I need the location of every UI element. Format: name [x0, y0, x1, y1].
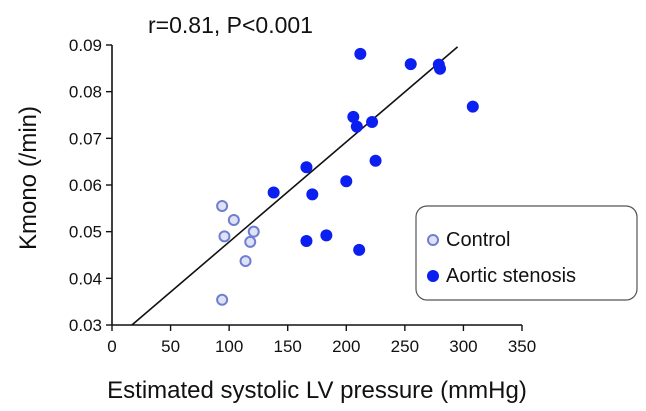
control-point	[239, 255, 252, 268]
y-tick-label: 0.09	[69, 36, 102, 55]
x-ticks: 0 50 100 150 200 250 300 350	[107, 325, 536, 356]
aortic-stenosis-point	[340, 175, 353, 188]
x-axis-title: Estimated systolic LV pressure (mmHg)	[107, 377, 527, 404]
control-point	[216, 200, 229, 212]
control-point	[227, 214, 240, 226]
y-axis-title: Kmono (/min)	[15, 106, 42, 250]
control-point	[247, 225, 260, 238]
y-tick-label: 0.05	[69, 223, 102, 242]
control-point	[218, 230, 231, 243]
aortic-stenosis-point	[354, 47, 367, 60]
aortic-stenosis-point	[306, 188, 319, 201]
x-tick-label: 0	[107, 337, 116, 356]
aortic-stenosis-point	[466, 100, 479, 113]
aortic-stenosis-point	[300, 161, 313, 174]
y-tick-label: 0.07	[69, 129, 102, 148]
x-tick-label: 100	[215, 337, 243, 356]
aortic-stenosis-point	[369, 154, 382, 167]
correlation-annotation: r=0.81, P<0.001	[148, 12, 313, 38]
x-tick-label: 350	[508, 337, 536, 356]
y-tick-label: 0.04	[69, 269, 102, 288]
aortic-stenosis-point	[366, 116, 379, 128]
legend-label-aortic-stenosis: Aortic stenosis	[446, 265, 576, 287]
x-tick-label: 250	[391, 337, 419, 356]
y-tick-label: 0.06	[69, 176, 102, 195]
plot-area: 0 50 100 150 200 250 300 350 0.030.040.050.060.…	[69, 36, 536, 356]
x-tick-label: 150	[274, 337, 302, 356]
aortic-stenosis-point	[347, 110, 360, 123]
y-ticks: 0.03 0.04 0.05 0.06 0.07 0.08 0.09	[69, 36, 112, 335]
data-points	[216, 47, 479, 306]
x-tick-label: 200	[332, 337, 360, 356]
legend-box	[415, 205, 638, 301]
y-tick-label: 0.08	[69, 83, 102, 102]
legend-marker-control	[427, 234, 439, 246]
control-point	[244, 235, 257, 248]
control-point	[216, 293, 229, 306]
aortic-stenosis-point	[300, 235, 313, 247]
aortic-stenosis-point	[267, 186, 280, 199]
aortic-stenosis-point	[320, 229, 333, 242]
aortic-stenosis-point	[350, 120, 363, 133]
aortic-stenosis-point	[353, 243, 366, 256]
legend-label-control: Control	[446, 229, 510, 251]
x-tick-label: 300	[449, 337, 477, 356]
regression-line	[131, 46, 459, 326]
aortic-stenosis-point	[404, 58, 417, 71]
x-tick-label: 50	[161, 337, 180, 356]
y-tick-label: 0.03	[69, 316, 102, 335]
legend-marker-aortic-stenosis	[427, 270, 439, 282]
legend: Control Aortic stenosis	[415, 205, 638, 301]
aortic-stenosis-point	[434, 62, 446, 75]
